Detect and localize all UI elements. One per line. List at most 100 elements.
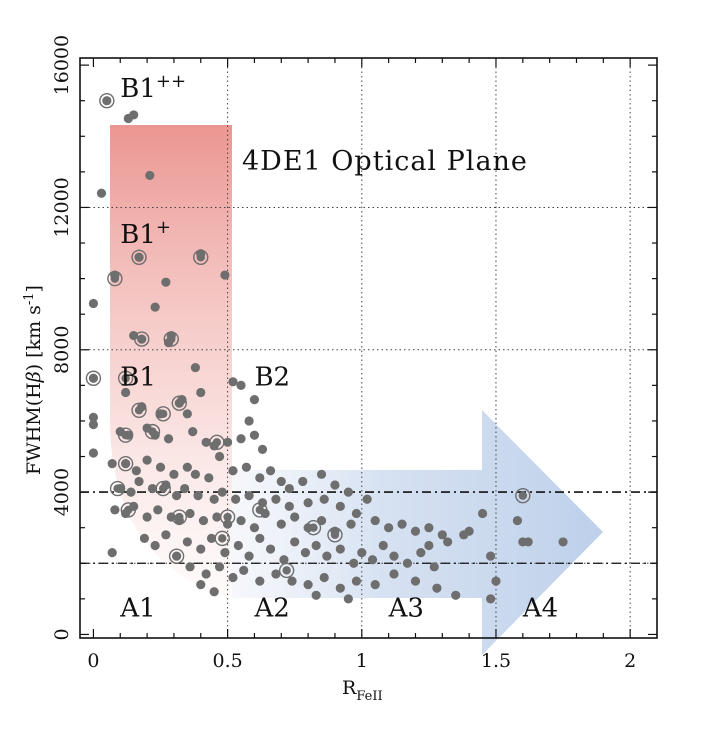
data-point [424, 523, 434, 533]
data-point [255, 473, 265, 483]
data-point [464, 526, 474, 536]
data-point [316, 515, 327, 526]
data-point-ring [252, 502, 268, 518]
data-point [244, 416, 254, 426]
data-point [255, 533, 265, 543]
y-axis-label-pre: FWHM(H [23, 382, 45, 475]
data-point [182, 462, 192, 472]
data-point [322, 551, 332, 561]
data-point [284, 483, 294, 494]
data-point [335, 544, 345, 554]
data-point [298, 476, 308, 487]
data-point-circled [134, 253, 144, 262]
data-point [249, 430, 260, 440]
data-point [451, 590, 461, 600]
region-name: A3 [388, 594, 424, 624]
region-name: B1 [120, 220, 156, 250]
data-point [196, 580, 206, 590]
data-point-ring [109, 480, 126, 497]
data-point-ring [327, 527, 343, 543]
x-axis-label-main: R [342, 677, 357, 699]
data-points [85, 92, 568, 604]
region-label: A4 [522, 594, 558, 624]
data-point [214, 451, 225, 462]
data-point-ring [171, 395, 187, 411]
region-label: B1 [120, 362, 156, 392]
data-point [190, 362, 200, 373]
data-point [188, 427, 198, 437]
data-point [196, 387, 206, 398]
x-axis-label: RFeII [342, 677, 383, 704]
data-point [343, 594, 353, 604]
data-point [311, 540, 321, 551]
data-point-circled [110, 274, 120, 283]
data-point-circled [137, 334, 146, 344]
data-point [276, 519, 286, 529]
data-point-circled [175, 398, 184, 408]
data-point [290, 512, 300, 522]
data-point [150, 302, 160, 312]
data-point [166, 512, 176, 522]
data-point-circled [330, 530, 340, 540]
region-label: B1+ [120, 217, 171, 250]
data-point [142, 455, 152, 465]
data-point [265, 544, 276, 554]
x-tick-label: 2 [624, 650, 636, 672]
data-point [129, 330, 139, 341]
data-point [357, 548, 367, 558]
data-point [284, 501, 294, 511]
data-point [88, 298, 99, 309]
region-name: B1 [120, 74, 156, 104]
data-point [330, 480, 340, 490]
y-axis-label-post: ) [km s [23, 305, 45, 371]
region-label: A3 [388, 594, 424, 624]
x-tick-label: 0 [87, 650, 99, 672]
data-point-circled [89, 374, 98, 383]
data-point [389, 569, 399, 579]
data-point [201, 569, 211, 579]
data-point-ring [171, 509, 187, 525]
plot-border [79, 57, 658, 639]
data-point-ring [168, 548, 185, 564]
data-point [491, 576, 501, 586]
data-point-ring [107, 270, 123, 287]
data-point [223, 437, 233, 447]
data-point-ring [117, 370, 134, 386]
y-tick-label: 12000 [51, 177, 73, 237]
data-point-circled [196, 253, 205, 262]
data-point [244, 491, 254, 501]
data-point [303, 498, 313, 508]
data-point [512, 515, 523, 526]
data-point-ring [134, 331, 150, 347]
data-point [271, 494, 281, 504]
data-point [185, 508, 195, 519]
y-axis-label-end: ] [23, 285, 45, 292]
data-point [107, 548, 117, 558]
data-point [384, 523, 394, 533]
data-point [316, 469, 327, 479]
data-point [410, 576, 421, 586]
data-point [410, 526, 421, 536]
data-point [424, 540, 434, 551]
data-point [231, 494, 241, 504]
data-point-circled [518, 491, 528, 500]
data-point [432, 583, 442, 593]
data-point [155, 462, 166, 472]
data-point [244, 551, 254, 561]
data-point [96, 188, 107, 198]
data-point-ring [219, 509, 236, 525]
data-point-circled [124, 505, 133, 515]
data-point [182, 537, 192, 547]
region-name: A1 [119, 594, 155, 624]
data-point [300, 548, 311, 558]
data-point-circled [175, 512, 184, 522]
data-point [145, 170, 155, 181]
data-point-ring [117, 427, 134, 443]
data-point [209, 494, 219, 504]
data-point-ring [117, 455, 134, 472]
data-point [150, 540, 160, 551]
data-point [107, 459, 117, 469]
data-point [185, 562, 195, 572]
x-tick-label: 0.5 [212, 650, 242, 672]
y-axis-label-sup: -1 [22, 292, 37, 305]
